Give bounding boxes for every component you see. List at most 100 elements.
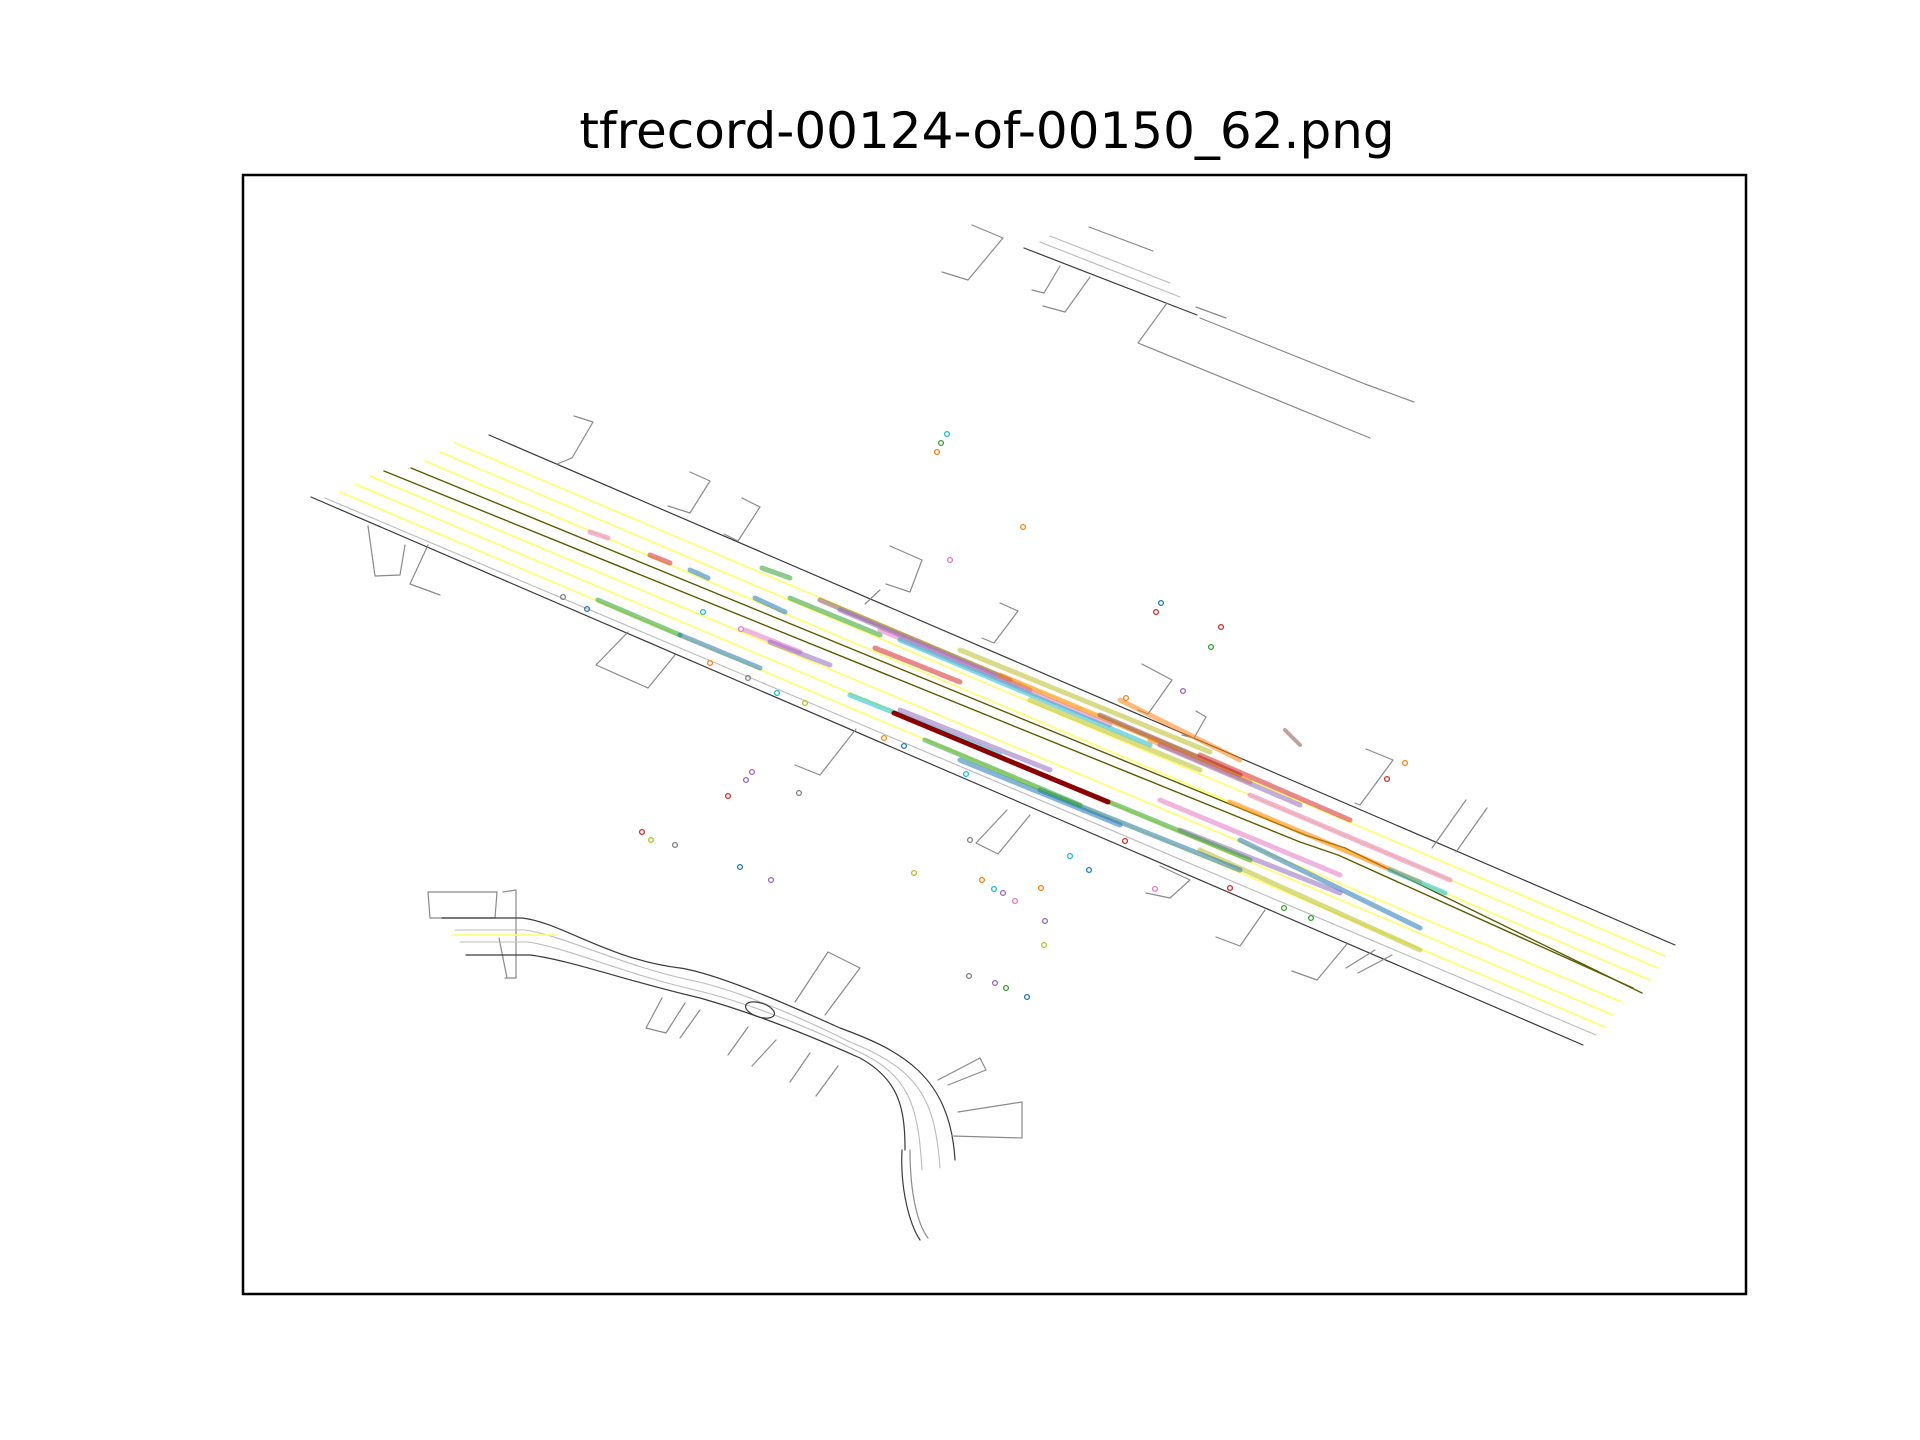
road-boundary <box>1345 949 1376 969</box>
agent-marker <box>559 593 567 601</box>
road-boundary <box>864 589 881 605</box>
agent-trajectory <box>957 757 1123 828</box>
agent-marker <box>1121 837 1129 845</box>
agent-marker <box>900 742 908 750</box>
agent-marker <box>744 674 752 682</box>
road-boundary <box>981 602 1019 644</box>
agent-marker <box>767 876 775 884</box>
road-boundary <box>789 1052 811 1083</box>
road-boundary <box>1199 317 1415 403</box>
lane-line <box>1039 241 1181 298</box>
highway-bottom-edge <box>310 496 1584 1046</box>
agent-trajectory <box>787 595 883 638</box>
agent-marker <box>736 863 744 871</box>
road-boundary <box>951 1101 1023 1139</box>
road-boundary <box>1354 748 1394 806</box>
agent-marker <box>699 608 707 616</box>
agent-marker <box>1040 941 1048 949</box>
agent-trajectory <box>1157 797 1343 878</box>
agent-marker <box>1401 759 1409 767</box>
agent-trajectory <box>872 645 963 685</box>
agent-marker <box>1019 523 1027 531</box>
agent-marker <box>795 789 803 797</box>
road-boundary <box>1215 909 1266 947</box>
agent-marker <box>933 448 941 456</box>
road-boundary <box>1291 943 1348 981</box>
road-boundary <box>941 224 1004 281</box>
road-boundary <box>1357 954 1393 974</box>
road-boundary <box>909 1149 929 1239</box>
road-boundary <box>1195 306 1227 319</box>
plot-frame <box>241 173 1748 1296</box>
agent-marker <box>965 972 973 980</box>
agent-marker <box>737 625 745 633</box>
road-boundary <box>427 891 498 919</box>
agent-trajectory <box>1387 867 1448 896</box>
agent-marker <box>1179 687 1187 695</box>
agent-marker <box>1152 608 1160 616</box>
agent-marker <box>1217 623 1225 631</box>
agent-marker <box>1066 852 1074 860</box>
road-boundary <box>1042 276 1091 313</box>
agent-marker <box>1085 866 1093 874</box>
agent-marker <box>910 869 918 877</box>
agent-trajectory <box>1027 697 1203 773</box>
road-boundary <box>975 809 1031 855</box>
agent-marker <box>1307 914 1315 922</box>
ego-trajectory <box>891 710 1111 805</box>
road-edge <box>901 1149 921 1241</box>
agent-marker <box>978 876 986 884</box>
road-boundary <box>885 545 923 593</box>
agent-trajectory <box>687 567 711 581</box>
agent-marker <box>943 430 951 438</box>
agent-marker <box>1280 904 1288 912</box>
agent-trajectory <box>1117 697 1243 763</box>
agent-marker <box>990 885 998 893</box>
road-boundary <box>1145 865 1191 899</box>
agent-marker <box>773 689 781 697</box>
lane-line <box>459 941 923 1171</box>
agent-marker <box>966 836 974 844</box>
road-boundary <box>502 889 517 979</box>
agent-marker <box>706 659 714 667</box>
agent-marker <box>1157 599 1165 607</box>
road-boundary <box>723 497 761 542</box>
agent-marker <box>742 776 750 784</box>
figure-title: tfrecord-00124-of-00150_62.png <box>579 102 1394 160</box>
road-edge <box>465 954 906 1151</box>
road-boundary <box>794 728 857 776</box>
agent-trajectory <box>587 529 611 541</box>
road-boundary <box>751 1039 777 1067</box>
agent-trajectory <box>957 647 1213 755</box>
road-boundary <box>1137 302 1371 439</box>
road-boundary <box>1088 226 1154 252</box>
agent-marker <box>1383 775 1391 783</box>
agent-marker <box>1023 993 1031 1001</box>
agent-trajectories <box>587 529 1453 953</box>
lane-line <box>324 497 1597 1036</box>
road-boundary <box>409 544 441 596</box>
road-boundary <box>367 525 406 577</box>
agent-trajectory <box>759 565 793 581</box>
road-boundary <box>1455 807 1488 853</box>
road-boundary <box>727 1026 749 1056</box>
lane-marking <box>369 475 1623 1003</box>
agent-trajectory <box>1283 728 1302 747</box>
agent-marker <box>1151 885 1159 893</box>
road-boundary <box>645 997 686 1034</box>
agent-marker <box>1041 917 1049 925</box>
agent-marker <box>1011 897 1019 905</box>
road-boundary <box>595 631 676 689</box>
agent-marker <box>748 768 756 776</box>
road-boundary <box>556 415 594 465</box>
upper-road-segments <box>941 224 1415 439</box>
agent-marker <box>991 979 999 987</box>
agent-markers <box>559 430 1409 1001</box>
agent-trajectory <box>1197 752 1353 823</box>
agent-marker <box>671 841 679 849</box>
agent-marker <box>638 828 646 836</box>
road-boundary <box>937 1057 987 1086</box>
agent-marker <box>1207 643 1215 651</box>
agent-marker <box>1226 884 1234 892</box>
